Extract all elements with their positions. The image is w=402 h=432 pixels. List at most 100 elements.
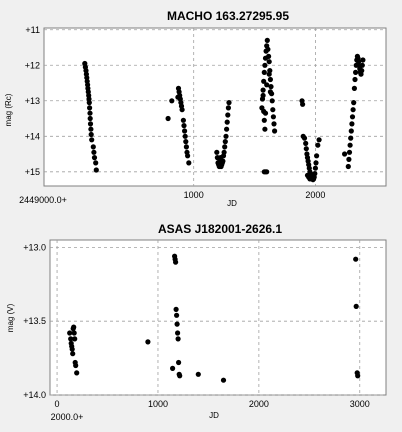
data-point xyxy=(353,303,359,309)
data-point xyxy=(352,76,358,83)
data-point xyxy=(73,362,79,369)
data-point xyxy=(183,139,189,145)
data-point xyxy=(67,330,73,336)
data-point xyxy=(262,126,268,132)
data-point xyxy=(347,142,353,148)
data-point xyxy=(348,135,354,141)
data-point xyxy=(264,37,270,44)
data-point xyxy=(349,121,355,127)
data-point xyxy=(87,115,93,122)
data-points xyxy=(82,37,366,183)
x-tick-label: 2000 xyxy=(305,190,325,200)
y-tick-labels: +11 +12 +13 +14 +15 xyxy=(25,25,40,177)
data-point xyxy=(268,84,274,90)
data-point xyxy=(182,128,188,134)
data-point xyxy=(260,92,266,99)
y-tick-label: +13.0 xyxy=(23,242,46,252)
data-point xyxy=(360,57,366,63)
y-tick-label: +13.5 xyxy=(23,316,46,326)
data-point xyxy=(266,71,272,77)
data-point xyxy=(272,128,278,134)
data-point xyxy=(265,46,271,52)
data-point xyxy=(350,107,356,113)
data-point xyxy=(91,155,98,161)
chart-title: ASAS J182001-2626.1 xyxy=(158,222,282,236)
data-point xyxy=(355,373,361,379)
data-point xyxy=(175,330,181,336)
data-point xyxy=(267,89,273,95)
y-axis-label: mag (V) xyxy=(6,303,15,332)
data-point xyxy=(348,128,354,134)
x-tick-labels: 1000 2000 xyxy=(184,190,326,200)
x-offset-label: 2000.0+ xyxy=(51,412,84,422)
data-point xyxy=(353,256,359,262)
data-point xyxy=(174,321,180,327)
data-point xyxy=(182,133,188,139)
data-point xyxy=(316,137,322,143)
data-point xyxy=(173,306,179,312)
data-point xyxy=(91,149,97,155)
data-point xyxy=(353,69,359,75)
data-point xyxy=(224,126,230,132)
data-point xyxy=(180,117,186,123)
data-point xyxy=(225,105,231,111)
data-point xyxy=(175,336,181,342)
plot-area xyxy=(43,27,387,187)
data-point xyxy=(88,131,94,138)
data-point xyxy=(309,172,315,178)
x-axis-label: JD xyxy=(227,199,237,208)
data-point xyxy=(312,165,318,171)
data-point xyxy=(90,144,96,150)
y-tick-label: +14 xyxy=(25,131,40,141)
data-point xyxy=(271,121,277,127)
data-point xyxy=(174,312,180,318)
data-point xyxy=(346,156,352,162)
data-point xyxy=(72,336,78,342)
data-point xyxy=(74,370,80,376)
plot-area xyxy=(49,239,387,396)
data-point xyxy=(351,85,357,91)
data-point xyxy=(181,123,187,129)
data-point xyxy=(169,98,175,104)
data-point xyxy=(221,149,227,155)
x-tick-label: 0 xyxy=(55,399,60,409)
data-point xyxy=(222,139,228,145)
y-tick-label: +11 xyxy=(25,25,40,35)
data-point xyxy=(226,100,232,106)
data-point xyxy=(179,107,185,113)
data-point xyxy=(346,149,353,155)
data-point xyxy=(225,112,231,118)
data-point xyxy=(86,100,92,106)
x-axis-label: JD xyxy=(209,411,219,420)
x-tick-labels: 0 1000 2000 3000 xyxy=(55,399,370,409)
data-point xyxy=(70,351,76,357)
x-tick-label: 1000 xyxy=(184,190,204,200)
data-point xyxy=(303,146,309,152)
data-point xyxy=(93,167,99,173)
data-point xyxy=(223,133,229,139)
data-point xyxy=(220,158,226,164)
chart-title: MACHO 163.27295.95 xyxy=(167,9,289,23)
data-point xyxy=(261,78,267,84)
data-point xyxy=(145,339,151,345)
data-point xyxy=(351,100,357,106)
data-point xyxy=(195,371,201,377)
y-tick-label: +12 xyxy=(25,60,40,70)
data-point xyxy=(261,69,267,75)
y-axis-label: mag (Rc) xyxy=(4,93,13,126)
data-point xyxy=(301,135,308,141)
data-point xyxy=(222,144,228,150)
data-point xyxy=(342,151,348,157)
chart-asas: ASAS J182001-2626.1 +13.0 +13.5 +14.0 0 100… xyxy=(6,222,387,422)
data-point xyxy=(300,101,306,107)
gridlines xyxy=(50,240,386,396)
data-point xyxy=(224,119,230,125)
data-point xyxy=(345,163,351,170)
data-point xyxy=(186,160,192,166)
data-point xyxy=(270,107,276,113)
chart-macho: MACHO 163.27295.95 +11 +12 +13 +14 +15 1000 2… xyxy=(4,9,387,208)
data-point xyxy=(266,59,272,65)
y-tick-label: +13 xyxy=(25,96,40,106)
